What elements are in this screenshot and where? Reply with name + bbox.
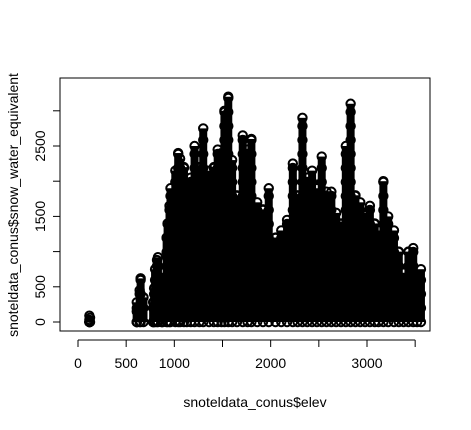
x-tick-label: 1000: [159, 355, 190, 371]
y-axis: 0 500 1500 2500: [32, 110, 61, 326]
data-point: [246, 133, 257, 328]
points-layer: [84, 91, 427, 328]
x-tick-label: 0: [74, 355, 82, 371]
y-tick-label: 0: [32, 318, 48, 326]
y-axis-title: snoteldata_conus$snow_water_equivalent: [5, 73, 21, 337]
data-point: [138, 292, 149, 328]
x-tick-label: 500: [114, 355, 138, 371]
x-axis-title: snoteldata_conus$elev: [183, 394, 326, 410]
x-axis: 0 500 1000 2000 3000: [74, 339, 416, 371]
x-tick-label: 2000: [255, 355, 286, 371]
x-tick-label: 3000: [351, 355, 382, 371]
data-point: [84, 310, 95, 328]
y-tick-label: 500: [32, 275, 48, 299]
data-point: [415, 264, 427, 328]
data-point: [231, 190, 243, 328]
y-tick-label: 1500: [32, 201, 48, 232]
data-point: [350, 190, 361, 328]
y-tick-label: 2500: [32, 130, 48, 161]
